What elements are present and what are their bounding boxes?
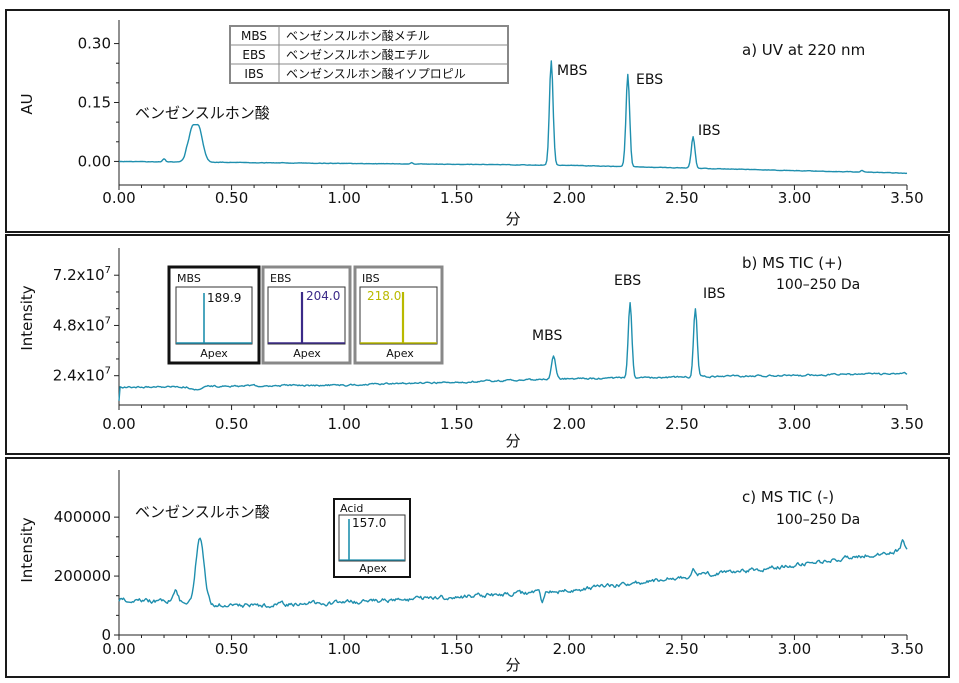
x-tick-label: 3.00 [778, 640, 811, 658]
x-tick-label: 2.50 [665, 189, 698, 207]
inset-mbs-plot [175, 286, 253, 345]
x-tick-label: 0.50 [215, 189, 248, 207]
legend-table: MBS ベンゼンスルホン酸メチル EBS ベンゼンスルホン酸エチル IBS ベン… [229, 25, 509, 84]
panel-a-annotation-ibs: IBS [698, 123, 720, 139]
panel-c-subtitle: 100–250 Da [776, 512, 860, 528]
panel-b-plot: 0.00 0.50 1.00 1.50 2.00 2.50 3.00 3.50 分 2.4x107… [53, 248, 924, 450]
x-tick-label: 2.50 [665, 415, 698, 433]
panel-a-annotation-mbs: MBS [557, 63, 587, 79]
panel-c-title: c) MS TIC (-) [742, 488, 834, 506]
x-tick-label: 0.00 [102, 640, 135, 658]
panel-c-ylabel: Intensity [18, 517, 36, 582]
inset-mbs-apex: Apex [200, 347, 228, 360]
inset-ibs-label: IBS [362, 272, 380, 285]
y-tick-label: 0.00 [78, 152, 111, 170]
inset-ebs-label: EBS [270, 272, 291, 285]
inset-acid-plot [338, 514, 406, 562]
inset-ebs: EBS 204.0 Apex [261, 265, 352, 365]
inset-ibs-value: 218.0 [367, 289, 401, 303]
inset-ibs: IBS 218.0 Apex [353, 265, 444, 365]
panel-a-ylabel: AU [18, 93, 36, 114]
panel-a-trace [118, 60, 908, 175]
panel-a: AU a) UV at 220 nm ベンゼンスルホン酸 MBS EBS IBS… [5, 9, 950, 233]
inset-ebs-frame [261, 265, 352, 365]
inset-ebs-plot [267, 286, 346, 345]
panel-b-ylabel: Intensity [18, 285, 36, 350]
panel-a-annotation-ebs: EBS [636, 72, 663, 88]
legend-frame [229, 25, 509, 84]
legend-name-ibs: ベンゼンスルホン酸イソプロピル [286, 66, 466, 81]
inset-acid: Acid 157.0 Apex [333, 498, 411, 578]
panel-a-xlabel: 分 [505, 210, 520, 228]
panel-b-subtitle: 100–250 Da [776, 277, 860, 293]
x-tick-label: 1.00 [327, 189, 360, 207]
x-tick-label: 3.50 [890, 415, 923, 433]
inset-ebs-apex: Apex [293, 347, 321, 360]
x-tick-label: 1.50 [440, 415, 473, 433]
inset-ibs-apex: Apex [386, 347, 414, 360]
panel-b-title: b) MS TIC (+) [742, 254, 842, 272]
x-tick-label: 1.50 [440, 189, 473, 207]
panel-b-xlabel: 分 [505, 432, 520, 450]
panel-b-trace [118, 302, 908, 401]
x-tick-label: 2.00 [553, 189, 586, 207]
panel-b: Intensity b) MS TIC (+) 100–250 Da MBS E… [5, 234, 950, 455]
panel-b-annotation-ibs: IBS [703, 286, 725, 302]
panel-c-plot: 0.00 0.50 1.00 1.50 2.00 2.50 3.00 3.50 分 0 200000… [54, 470, 924, 674]
y-tick-label: 4.8x107 [53, 315, 111, 334]
x-tick-label: 3.50 [890, 640, 923, 658]
x-tick-label: 0.50 [215, 415, 248, 433]
inset-acid-label: Acid [340, 502, 363, 515]
inset-ebs-value: 204.0 [306, 289, 340, 303]
inset-mbs-label: MBS [177, 272, 201, 285]
legend-abbr-ebs: EBS [242, 48, 265, 62]
panel-a-annotation-acid: ベンゼンスルホン酸 [135, 104, 270, 122]
panel-b-annotation-mbs: MBS [532, 328, 562, 344]
panel-a-title: a) UV at 220 nm [742, 41, 865, 59]
inset-acid-frame [333, 498, 411, 578]
panel-c-trace [118, 537, 908, 609]
x-tick-label: 1.00 [327, 640, 360, 658]
x-tick-label: 2.50 [665, 640, 698, 658]
y-tick-label: 200000 [54, 567, 111, 585]
panel-a-plot: 0.00 0.50 1.00 1.50 2.00 2.50 3.00 3.50 分 0.00 0.1… [78, 20, 924, 228]
x-tick-label: 3.00 [778, 189, 811, 207]
x-tick-label: 3.00 [778, 415, 811, 433]
y-tick-label: 0.15 [78, 94, 111, 112]
x-tick-label: 0.00 [102, 189, 135, 207]
legend-abbr-mbs: MBS [241, 29, 267, 43]
panel-c: Intensity c) MS TIC (-) 100–250 Da ベンゼンス… [5, 457, 950, 678]
y-tick-label: 0 [101, 626, 111, 644]
y-tick-label: 0.30 [78, 35, 111, 53]
inset-acid-value: 157.0 [352, 516, 386, 530]
inset-ibs-frame [353, 265, 444, 365]
inset-mbs: MBS 189.9 Apex [167, 265, 261, 365]
panel-b-frame [5, 234, 950, 455]
y-tick-label: 400000 [54, 508, 111, 526]
panel-c-annotation-acid: ベンゼンスルホン酸 [135, 503, 270, 521]
x-tick-label: 2.00 [553, 415, 586, 433]
legend-name-ebs: ベンゼンスルホン酸エチル [286, 47, 430, 62]
legend-abbr-ibs: IBS [244, 67, 263, 81]
legend-name-mbs: ベンゼンスルホン酸メチル [286, 28, 430, 43]
panel-b-annotation-ebs: EBS [614, 273, 641, 289]
x-tick-label: 0.50 [215, 640, 248, 658]
inset-mbs-frame [167, 265, 261, 365]
y-tick-label: 7.2x107 [53, 265, 111, 284]
inset-mbs-value: 189.9 [207, 291, 241, 305]
x-tick-label: 1.50 [440, 640, 473, 658]
inset-acid-apex: Apex [359, 562, 387, 575]
x-tick-label: 2.00 [553, 640, 586, 658]
x-tick-label: 0.00 [102, 415, 135, 433]
x-tick-label: 1.00 [327, 415, 360, 433]
inset-ibs-plot [359, 286, 438, 345]
y-tick-label: 2.4x107 [53, 366, 111, 385]
panel-c-xlabel: 分 [505, 656, 520, 674]
x-tick-label: 3.50 [890, 189, 923, 207]
